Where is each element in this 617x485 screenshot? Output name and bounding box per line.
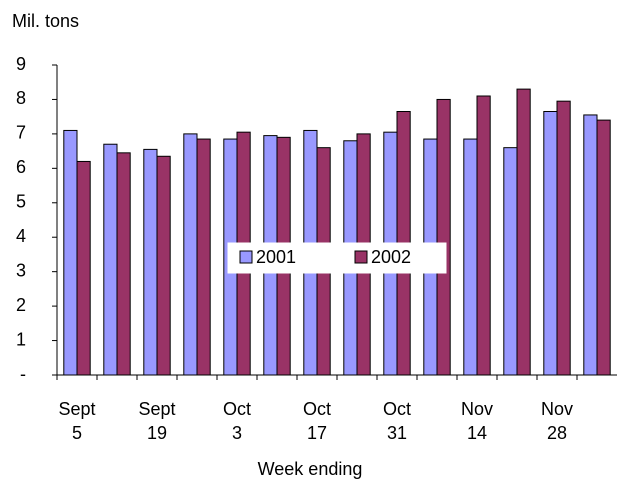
bar — [103, 143, 118, 376]
bar — [143, 148, 158, 376]
bar — [503, 147, 518, 376]
bar — [196, 138, 211, 376]
bar — [543, 111, 558, 376]
bar — [76, 160, 91, 376]
bar — [463, 138, 478, 376]
y-tick-label: 3 — [16, 260, 26, 280]
bar — [516, 88, 531, 376]
bar — [156, 155, 171, 376]
bar — [63, 129, 78, 376]
y-tick-label: 5 — [16, 192, 26, 212]
bar — [583, 114, 598, 376]
y-tick-label: 8 — [16, 88, 26, 108]
legend-label: 2001 — [256, 247, 296, 267]
y-tick-label: 4 — [16, 226, 26, 246]
legend-label: 2002 — [371, 247, 411, 267]
x-tick-label: Sept 5 — [58, 399, 95, 443]
bar — [183, 133, 198, 376]
x-axis-title: Week ending — [258, 459, 363, 479]
y-tick-label: 2 — [16, 295, 26, 315]
bar — [436, 98, 451, 376]
bar — [596, 119, 611, 376]
bar — [556, 100, 571, 376]
bar — [476, 95, 491, 376]
x-tick-label: Nov 14 — [461, 399, 493, 443]
x-tick-label: Oct 3 — [223, 399, 251, 443]
legend-swatch — [239, 250, 253, 264]
y-tick-label: - — [20, 364, 26, 384]
x-tick-label: Nov 28 — [541, 399, 573, 443]
y-tick-label: 9 — [16, 54, 26, 74]
y-tick-label: 7 — [16, 123, 26, 143]
y-axis-title: Mil. tons — [12, 11, 79, 31]
y-tick-label: 1 — [16, 329, 26, 349]
legend-swatch — [354, 250, 368, 264]
x-tick-label: Sept 19 — [138, 399, 175, 443]
y-tick-label: 6 — [16, 157, 26, 177]
legend-box — [227, 242, 447, 274]
x-tick-label: Oct 17 — [303, 399, 331, 443]
x-tick-label: Oct 31 — [383, 399, 411, 443]
bar — [116, 152, 131, 376]
